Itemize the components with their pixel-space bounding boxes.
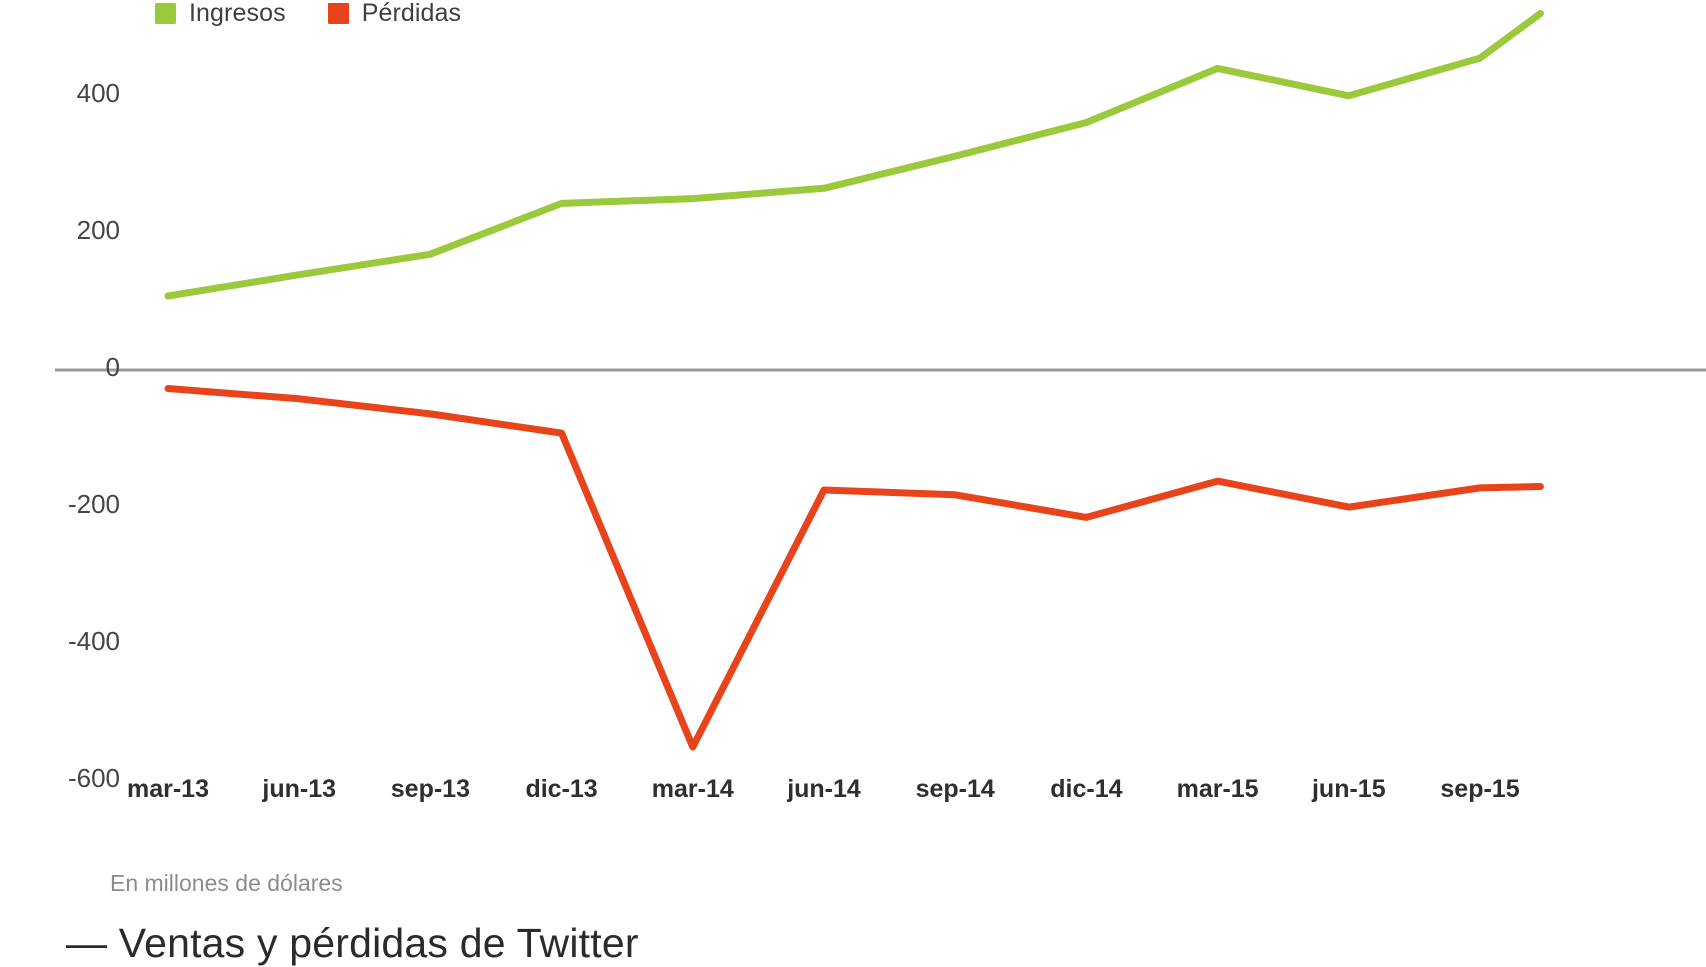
- y-axis-tick-neg200: -200: [67, 489, 120, 520]
- unit-note: En millones de dólares: [110, 870, 343, 896]
- x-axis-tick-jun-15: jun-15: [1311, 775, 1386, 803]
- x-axis-tick-dic-13: dic-13: [525, 775, 598, 803]
- y-axis-tick-neg400: -400: [67, 626, 120, 657]
- square-swatch-icon-ingresos: [155, 2, 176, 24]
- y-axis-tick-400: 400: [76, 77, 120, 108]
- y-axis-tick-200: 200: [76, 214, 120, 245]
- plot-svg: [55, 10, 1706, 751]
- y-axis-tick-neg600: -600: [67, 763, 120, 794]
- chart-legend: Ingresos Pérdidas: [155, 0, 461, 28]
- x-axis-tick-jun-13: jun-13: [262, 775, 336, 803]
- line-series-ingresos: [164, 10, 1544, 300]
- plot-area: 400 200 0 -200 -400 -600: [0, 0, 1706, 794]
- x-axis-tick-jun-14: jun-14: [787, 775, 861, 803]
- legend-label-perdidas: Pérdidas: [361, 0, 462, 27]
- y-axis: 400 200 0 -200 -400 -600: [0, 0, 120, 794]
- legend-item-ingresos[interactable]: Ingresos: [155, 0, 286, 28]
- x-axis-tick-sep-13: sep-13: [390, 775, 470, 803]
- legend-label-ingresos: Ingresos: [189, 0, 286, 27]
- square-swatch-icon-perdidas: [327, 2, 349, 24]
- x-axis: mar-13 jun-13 sep-13 dic-13 mar-14 jun-14 sep-…: [0, 775, 1706, 823]
- x-axis-tick-sep-14: sep-14: [915, 775, 995, 803]
- legend-item-perdidas[interactable]: Pérdidas: [327, 0, 462, 28]
- x-axis-tick-mar-13: mar-13: [127, 775, 209, 803]
- page-title: — Ventas y pérdidas de Twitter: [66, 920, 639, 966]
- line-series-perdidas: [164, 385, 1544, 751]
- x-axis-tick-mar-14: mar-14: [651, 775, 734, 803]
- x-axis-tick-dic-14: dic-14: [1050, 775, 1123, 803]
- x-axis-tick-mar-15: mar-15: [1176, 775, 1259, 803]
- x-axis-tick-sep-15: sep-15: [1440, 775, 1520, 803]
- y-axis-tick-0: 0: [105, 352, 120, 382]
